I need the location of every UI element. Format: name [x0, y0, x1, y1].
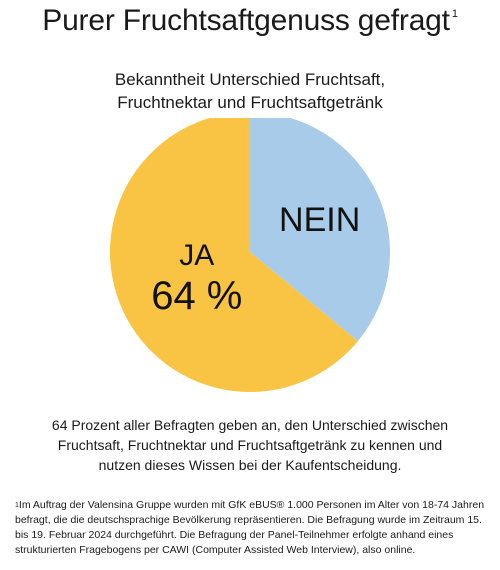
footnote: 1Im Auftrag der Valensina Gruppe wurden …	[15, 498, 490, 558]
footnote-line-1-text: Im Auftrag der Valensina Gruppe wurden m…	[18, 499, 485, 511]
footnote-line-3: bis 19. Februar 2024 durchgeführt. Die B…	[15, 529, 454, 541]
footnote-line-2: befragt, die die deutschsprachige Bevölk…	[15, 514, 482, 526]
chart-subtitle: Bekanntheit Unterschied Fruchtsaft, Fruc…	[0, 68, 500, 114]
slice-label-ja: JA	[179, 239, 214, 272]
footnote-line-1: 1Im Auftrag der Valensina Gruppe wurden …	[15, 498, 490, 513]
subtitle-line-1: Bekanntheit Unterschied Fruchtsaft,	[114, 70, 386, 89]
chart-description: 64 Prozent aller Befragten geben an, den…	[20, 415, 480, 475]
description-line-1: 64 Prozent aller Befragten geben an, den…	[51, 417, 449, 433]
pie-slice-nein	[250, 118, 390, 342]
description-line-2: Fruchtsaft, Fruchtnektar und Fruchtsaftg…	[57, 437, 443, 453]
description-line-3: nutzen dieses Wissen bei der Kaufentsche…	[98, 457, 402, 473]
slice-value-ja: 64 %	[151, 274, 242, 318]
footnote-mark: 1	[15, 502, 19, 509]
page-title: Purer Fruchtsaftgenuss gefragt 1	[0, 4, 500, 38]
title-text: Purer Fruchtsaftgenuss gefragt	[42, 4, 450, 37]
subtitle-line-2: Fruchtnektar und Fruchtsaftgetränk	[117, 93, 383, 112]
footnote-line-4: strukturierten Fragebogens per CAWI (Com…	[15, 544, 416, 556]
title-footnote-mark: 1	[451, 8, 458, 20]
pie-slice-ja	[110, 118, 358, 392]
slice-label-nein: NEIN	[279, 201, 360, 239]
